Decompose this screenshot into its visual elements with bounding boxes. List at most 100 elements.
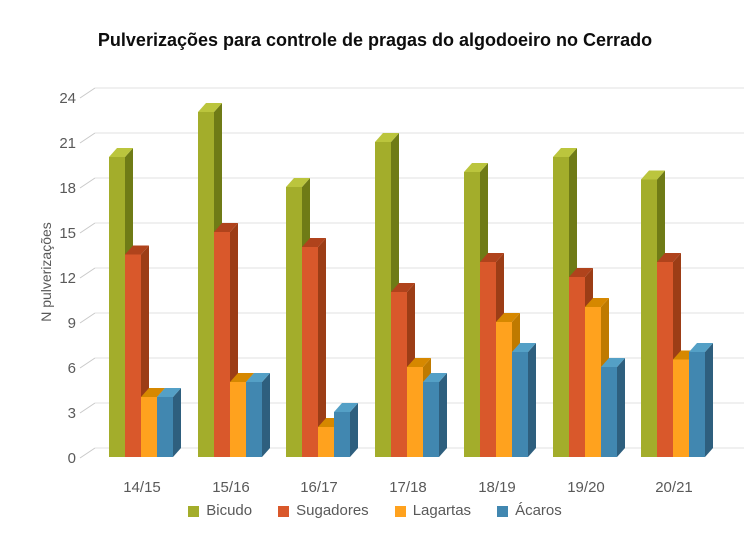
bar-top-sugadores-19/20 (569, 268, 593, 277)
bar-top-sugadores-20/21 (657, 253, 681, 262)
bar-caros-16/17 (334, 412, 350, 457)
bar-caros-20/21 (689, 352, 705, 457)
y-tick-label: 3 (68, 405, 76, 422)
x-category-label: 17/18 (389, 479, 427, 496)
legend-item-sugadores: Sugadores (278, 502, 369, 519)
bar-sugadores-19/20 (569, 277, 585, 457)
legend-swatch (188, 505, 200, 517)
bar-side-caros-15/16 (262, 373, 270, 457)
legend-label: Ácaros (515, 502, 562, 519)
y-tick-label: 6 (68, 360, 76, 377)
bar-sugadores-16/17 (302, 247, 318, 457)
bar-side-caros-19/20 (617, 358, 625, 457)
bar-side-caros-14/15 (173, 388, 181, 457)
bar-lagartas-19/20 (585, 307, 601, 457)
y-tick-label: 21 (59, 135, 76, 152)
bar-caros-15/16 (246, 382, 262, 457)
bar-top-sugadores-18/19 (480, 253, 504, 262)
bar-bicudo-15/16 (198, 112, 214, 457)
y-tick-mark (79, 267, 96, 279)
bar-top-caros-14/15 (157, 388, 181, 397)
y-tick-mark (79, 177, 96, 189)
x-category-label: 16/17 (300, 479, 338, 496)
bar-top-caros-17/18 (423, 373, 447, 382)
legend-swatch (278, 505, 290, 517)
chart-title: Pulverizações para controle de pragas do… (97, 30, 653, 50)
bar-bicudo-16/17 (286, 187, 302, 457)
y-tick-mark (79, 87, 96, 99)
y-tick-mark (79, 312, 96, 324)
bar-top-bicudo-14/15 (109, 148, 133, 157)
legend-label: Bicudo (206, 502, 253, 519)
bar-top-sugadores-17/18 (391, 283, 415, 292)
bar-side-caros-20/21 (705, 343, 713, 457)
x-category-label: 14/15 (123, 479, 161, 496)
y-tick-mark (79, 222, 96, 234)
bar-top-sugadores-15/16 (214, 223, 238, 232)
bar-sugadores-17/18 (391, 292, 407, 457)
bar-top-lagartas-19/20 (585, 298, 609, 307)
bar-top-bicudo-16/17 (286, 178, 310, 187)
legend-item-caros: Ácaros (497, 502, 562, 519)
bar-side-caros-16/17 (350, 403, 358, 457)
legend-swatch (497, 505, 509, 517)
bar-bicudo-20/21 (641, 179, 657, 457)
bar-top-bicudo-19/20 (553, 148, 577, 157)
bar-top-caros-18/19 (512, 343, 536, 352)
y-tick-label: 15 (59, 225, 76, 242)
bar-side-sugadores-16/17 (318, 238, 326, 457)
y-tick-label: 24 (59, 90, 76, 107)
bar-top-bicudo-15/16 (198, 103, 222, 112)
bar-bicudo-19/20 (553, 157, 569, 457)
y-tick-mark (79, 447, 96, 459)
bar-lagartas-14/15 (141, 397, 157, 457)
legend-label: Sugadores (296, 502, 369, 519)
bar-caros-14/15 (157, 397, 173, 457)
bar-side-caros-18/19 (528, 343, 536, 457)
bar-lagartas-16/17 (318, 427, 334, 457)
bar-caros-19/20 (601, 367, 617, 457)
legend-item-lagartas: Lagartas (394, 502, 472, 519)
bar-top-lagartas-17/18 (407, 358, 431, 367)
x-category-label: 18/19 (478, 479, 516, 496)
bar-top-bicudo-20/21 (641, 170, 665, 180)
bar-top-sugadores-14/15 (125, 245, 149, 255)
bar-bicudo-17/18 (375, 142, 391, 457)
y-tick-label: 9 (68, 315, 76, 332)
bar-top-bicudo-17/18 (375, 133, 399, 142)
bar-lagartas-17/18 (407, 367, 423, 457)
bar-top-bicudo-18/19 (464, 163, 488, 172)
y-tick-mark (79, 357, 96, 369)
y-tick-mark (79, 402, 96, 414)
bar-top-caros-15/16 (246, 373, 270, 382)
bar-caros-17/18 (423, 382, 439, 457)
bar-sugadores-15/16 (214, 232, 230, 457)
bar-lagartas-20/21 (673, 359, 689, 457)
y-tick-label: 12 (59, 270, 76, 287)
legend-label: Lagartas (412, 502, 472, 519)
bar-caros-18/19 (512, 352, 528, 457)
bar-sugadores-18/19 (480, 262, 496, 457)
legend-swatch (394, 505, 406, 517)
bar-bicudo-18/19 (464, 172, 480, 457)
x-category-label: 20/21 (655, 479, 693, 496)
bar-lagartas-15/16 (230, 382, 246, 457)
bar-bicudo-14/15 (109, 157, 125, 457)
legend-item-bicudo: Bicudo (188, 502, 252, 519)
bar-top-lagartas-18/19 (496, 313, 520, 322)
y-tick-label: 18 (59, 180, 76, 197)
y-tick-mark (79, 132, 96, 144)
bar-sugadores-20/21 (657, 262, 673, 457)
bar-lagartas-18/19 (496, 322, 512, 457)
bar-top-caros-20/21 (689, 343, 713, 352)
x-category-label: 15/16 (212, 479, 250, 496)
x-category-label: 19/20 (567, 479, 605, 496)
y-tick-label: 0 (68, 450, 76, 467)
bar-top-caros-16/17 (334, 403, 358, 412)
bar-side-caros-17/18 (439, 373, 447, 457)
bar-top-caros-19/20 (601, 358, 625, 367)
bar-sugadores-14/15 (125, 254, 141, 457)
bar-top-sugadores-16/17 (302, 238, 326, 247)
